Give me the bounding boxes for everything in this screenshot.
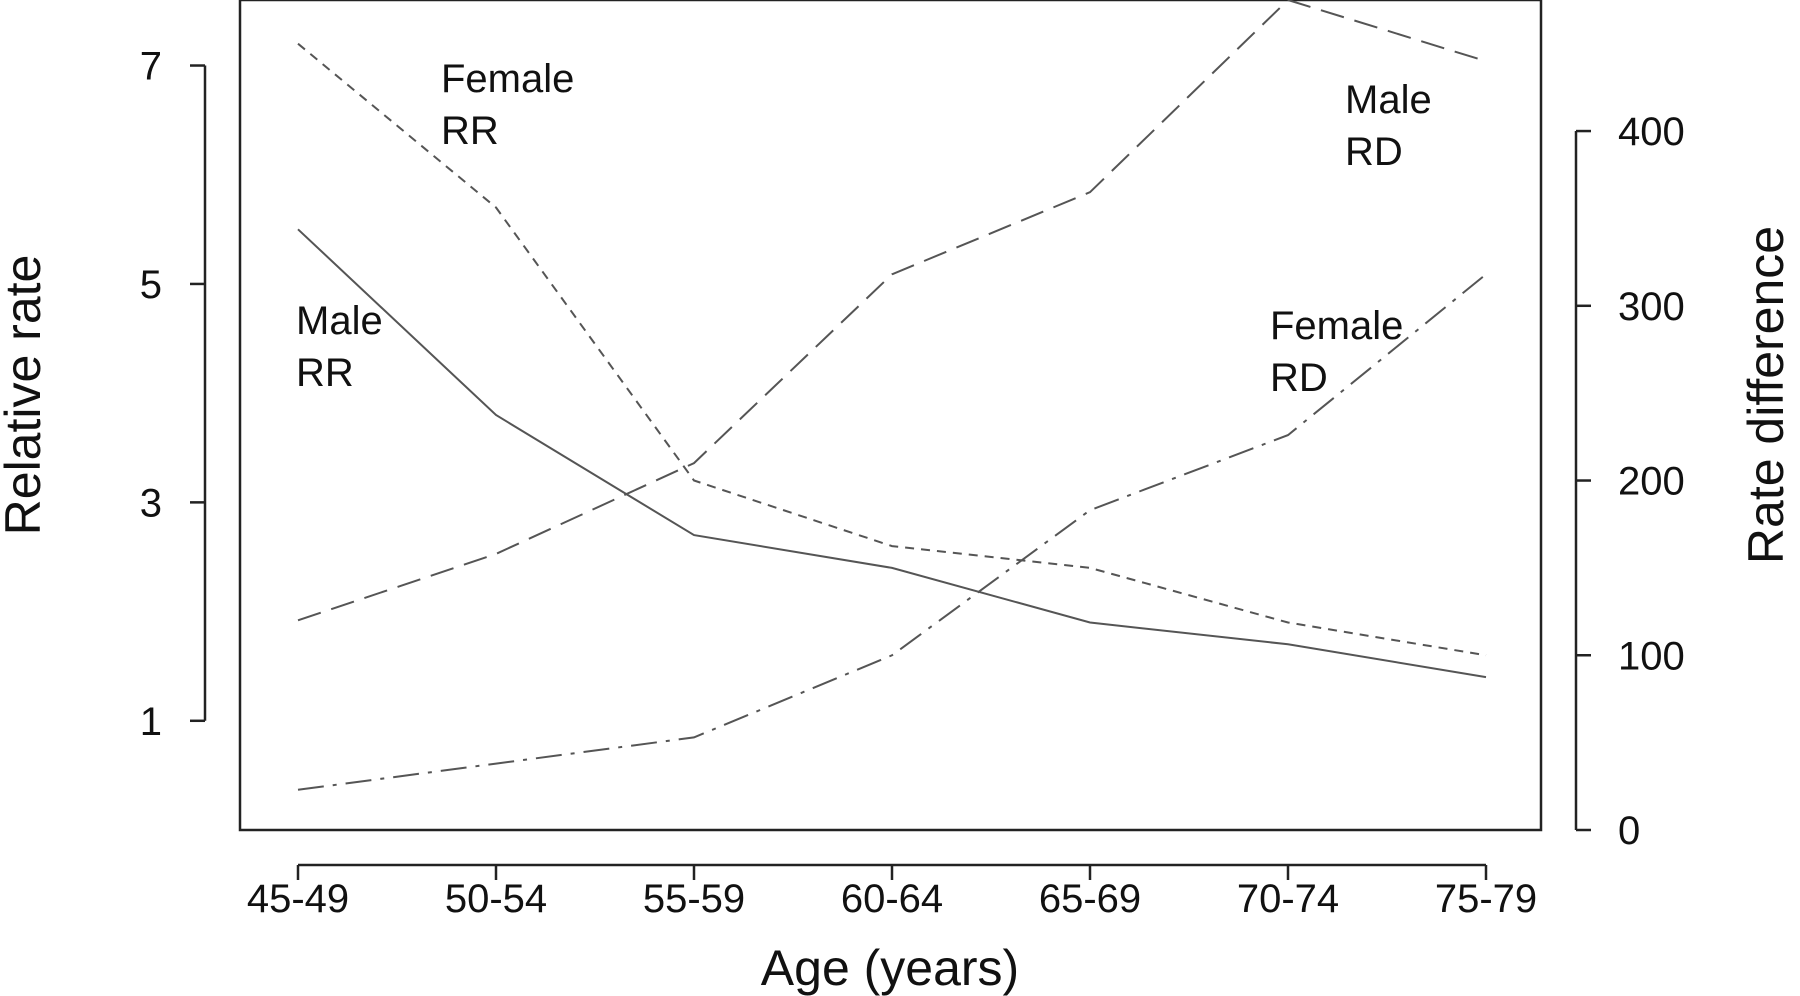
series-label: Female (441, 57, 574, 101)
x-tick-label: 45-49 (247, 877, 349, 921)
plot-frame (238, 0, 1543, 832)
y-axis-title: Relative rate (0, 255, 51, 536)
series-label: Male (1345, 78, 1432, 122)
series-line-male-rr (297, 228, 1487, 679)
y2-tick-label: 200 (1618, 460, 1685, 504)
y-tick-label: 3 (140, 481, 162, 525)
series-line-male-rd (297, 0, 1487, 622)
x-tick-label: 65-69 (1039, 877, 1141, 921)
y2-tick-label: 100 (1618, 634, 1685, 678)
series-label: RR (296, 351, 354, 395)
series-label: Female (1270, 304, 1403, 348)
x-tick-label: 70-74 (1237, 877, 1339, 921)
x-tick-label: 75-79 (1435, 877, 1537, 921)
x-tick-label: 55-59 (643, 877, 745, 921)
label-layer: Male RR Female RR Male RD Female RD (296, 57, 1432, 400)
series-line-female-rd (297, 273, 1487, 791)
x-axis-title: Age (years) (761, 940, 1019, 996)
y-tick-label: 5 (140, 263, 162, 307)
y2-tick-label: 400 (1618, 110, 1685, 154)
series-label: RR (441, 109, 499, 153)
x-tick-label: 60-64 (841, 877, 943, 921)
y2-tick-label: 0 (1618, 809, 1640, 853)
series-label: Male (296, 299, 383, 343)
series-line-female-rr (297, 42, 1487, 657)
series-layer (297, 0, 1487, 791)
y2-axis-title: Rate difference (1738, 226, 1794, 564)
y-tick-label: 7 (140, 45, 162, 89)
y2-tick-label: 300 (1618, 285, 1685, 329)
y-tick-label: 1 (140, 700, 162, 744)
series-label: RD (1345, 130, 1403, 174)
axis-layer: 45-49 50-54 55-59 60-64 65-69 70-74 75-79 1 3 5 7 0… (140, 45, 1685, 921)
series-label: RD (1270, 356, 1328, 400)
x-tick-label: 50-54 (445, 877, 547, 921)
